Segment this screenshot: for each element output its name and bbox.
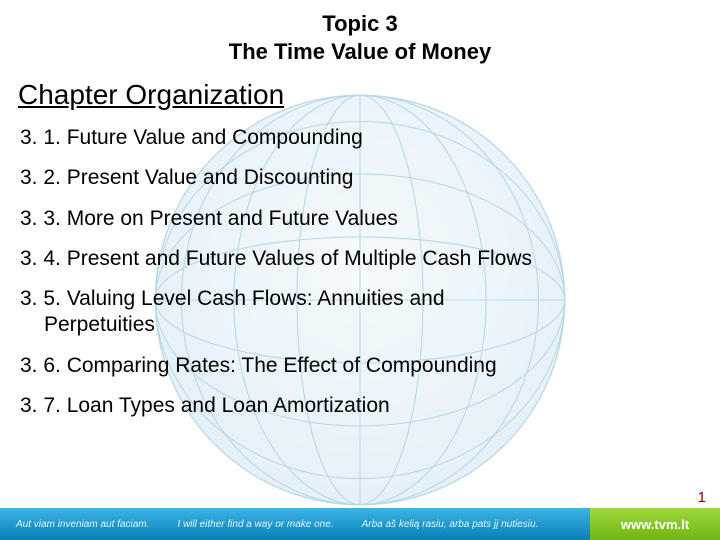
list-item: 3. 2. Present Value and Discounting — [20, 165, 702, 191]
topic-label: Topic 3 — [18, 10, 702, 38]
list-item-line1: 3. 5. Valuing Level Cash Flows: Annuitie… — [20, 287, 445, 310]
footer-mottos: Aut viam inveniam aut faciam. I will eit… — [0, 508, 590, 540]
list-item: 3. 7. Loan Types and Loan Amortization — [20, 393, 702, 419]
list-item: 3. 3. More on Present and Future Values — [20, 206, 702, 232]
section-heading: Chapter Organization — [18, 79, 702, 111]
footer-bar: Aut viam inveniam aut faciam. I will eit… — [0, 508, 720, 540]
motto-lithuanian: Arba aš kelią rasiu, arba pats jį nuties… — [362, 519, 539, 530]
site-url: www.tvm.lt — [621, 517, 689, 532]
list-item: 3. 4. Present and Future Values of Multi… — [20, 246, 702, 272]
motto-latin: Aut viam inveniam aut faciam. — [16, 519, 149, 530]
topic-title: The Time Value of Money — [18, 38, 702, 66]
footer-site: www.tvm.lt — [590, 508, 720, 540]
slide-content: Topic 3 The Time Value of Money Chapter … — [0, 0, 720, 419]
list-item: 3. 1. Future Value and Compounding — [20, 125, 702, 151]
motto-english: I will either find a way or make one. — [177, 519, 333, 530]
outline-list: 3. 1. Future Value and Compounding 3. 2.… — [20, 125, 702, 419]
page-number: 1 — [698, 489, 706, 506]
list-item: 3. 5. Valuing Level Cash Flows: Annuitie… — [20, 286, 702, 339]
list-item-line2: Perpetuities — [20, 312, 702, 338]
list-item: 3. 6. Comparing Rates: The Effect of Com… — [20, 353, 702, 379]
